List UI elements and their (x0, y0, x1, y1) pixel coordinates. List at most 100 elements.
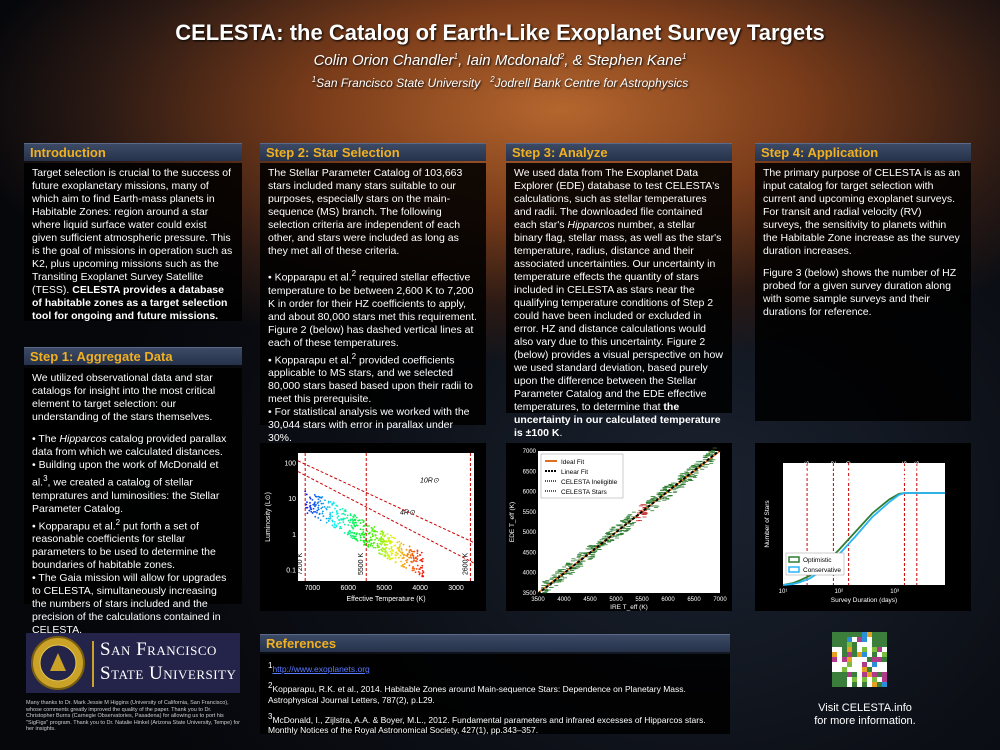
data-point (335, 511, 338, 513)
qr-code-icon[interactable] (832, 632, 887, 687)
qr-module (857, 652, 862, 657)
data-point (306, 506, 309, 509)
y-tick-label: 100 (284, 461, 296, 468)
step1-paragraph: We utilized observational data and star … (32, 372, 216, 423)
data-point (319, 519, 322, 522)
data-point (359, 539, 362, 542)
qr-module (882, 677, 887, 682)
qr-module (872, 642, 877, 647)
data-point (326, 506, 329, 508)
data-point (396, 541, 399, 544)
data-point (412, 556, 415, 559)
author-name: Stephen Kane (586, 52, 682, 69)
data-point (391, 552, 394, 555)
author-name: Iain Mcdonald (466, 52, 560, 69)
qr-module (842, 672, 847, 677)
visit-text[interactable]: Visit CELESTA.info for more information. (800, 702, 930, 728)
data-point (347, 532, 350, 535)
step1-body: We utilized observational data and star … (24, 368, 242, 636)
data-point (371, 544, 374, 547)
qr-module (872, 682, 877, 687)
affiliation-mark: 2 (490, 75, 495, 84)
data-point (327, 520, 330, 523)
qr-module (832, 672, 837, 677)
data-point (347, 524, 350, 526)
data-point (416, 558, 419, 560)
data-point (373, 526, 376, 528)
data-point (309, 506, 312, 509)
x-tick-label: 10¹ (779, 589, 788, 595)
qr-module (837, 672, 842, 677)
data-point (328, 517, 331, 520)
step4-paragraph: The primary purpose of CELESTA is as an … (763, 167, 961, 257)
x-tick-label: 5000 (609, 597, 623, 603)
sfsu-logo: San Francisco State University (26, 633, 240, 693)
y-tick-label: 6500 (523, 469, 537, 475)
data-point (363, 543, 365, 546)
x-axis-label: Effective Temperature (K) (346, 596, 425, 603)
data-point (362, 528, 365, 531)
visit-line: for more information. (814, 715, 916, 727)
data-point (369, 536, 372, 539)
qr-module (837, 642, 842, 647)
data-point (339, 508, 342, 511)
qr-module (832, 642, 837, 647)
data-point (361, 519, 363, 521)
data-point (369, 544, 372, 547)
reference-item[interactable]: 1http://www.exoplanets.org (268, 661, 370, 674)
data-point (309, 505, 311, 508)
data-point (316, 502, 319, 505)
data-point (349, 518, 352, 521)
qr-module (877, 647, 882, 652)
data-point (313, 493, 316, 496)
data-point (336, 512, 339, 515)
data-point (371, 530, 373, 532)
data-point (398, 547, 401, 549)
x-tick-label: 10³ (890, 589, 899, 595)
legend-label: CELESTA Stars (561, 489, 608, 496)
data-point (415, 567, 418, 570)
data-point (376, 542, 379, 545)
qr-module (862, 632, 867, 637)
data-point (400, 548, 403, 551)
reference-link[interactable]: http://www.exoplanets.org (272, 663, 370, 674)
data-point (399, 554, 402, 557)
data-point (386, 533, 389, 535)
data-point (358, 519, 361, 522)
radius-label: 4R⊙ (400, 510, 415, 517)
data-point (354, 535, 357, 538)
data-point (384, 549, 387, 552)
data-point (338, 527, 341, 530)
data-point (355, 538, 358, 541)
data-point (315, 503, 317, 506)
data-point (313, 502, 316, 505)
data-point (363, 541, 366, 544)
data-point (412, 565, 414, 568)
data-point (419, 554, 421, 557)
data-point (346, 514, 349, 517)
survey-label: APS (914, 460, 921, 474)
qr-module (837, 632, 842, 637)
data-point (379, 532, 382, 535)
data-point (394, 557, 397, 559)
data-point (411, 561, 413, 564)
data-point (320, 496, 323, 499)
data-point (363, 539, 366, 542)
data-point (371, 534, 374, 537)
data-point (416, 555, 419, 557)
qr-module (857, 637, 862, 642)
data-point (379, 552, 382, 555)
qr-module (882, 652, 887, 657)
step4-paragraph: Figure 3 (below) shows the number of HZ … (763, 267, 957, 318)
qr-module (842, 682, 847, 687)
university-seal-icon (31, 636, 85, 690)
y-tick-label: 6000 (523, 490, 537, 496)
y-axis-label: Luminosity (L⊙) (265, 492, 272, 542)
data-point (349, 534, 352, 537)
x-tick-label: 4000 (557, 597, 571, 603)
data-point (317, 506, 320, 509)
step2-body: The Stellar Parameter Catalog of 103,663… (260, 163, 486, 444)
data-point (339, 525, 342, 528)
qr-module (862, 667, 867, 672)
data-point (391, 541, 393, 543)
